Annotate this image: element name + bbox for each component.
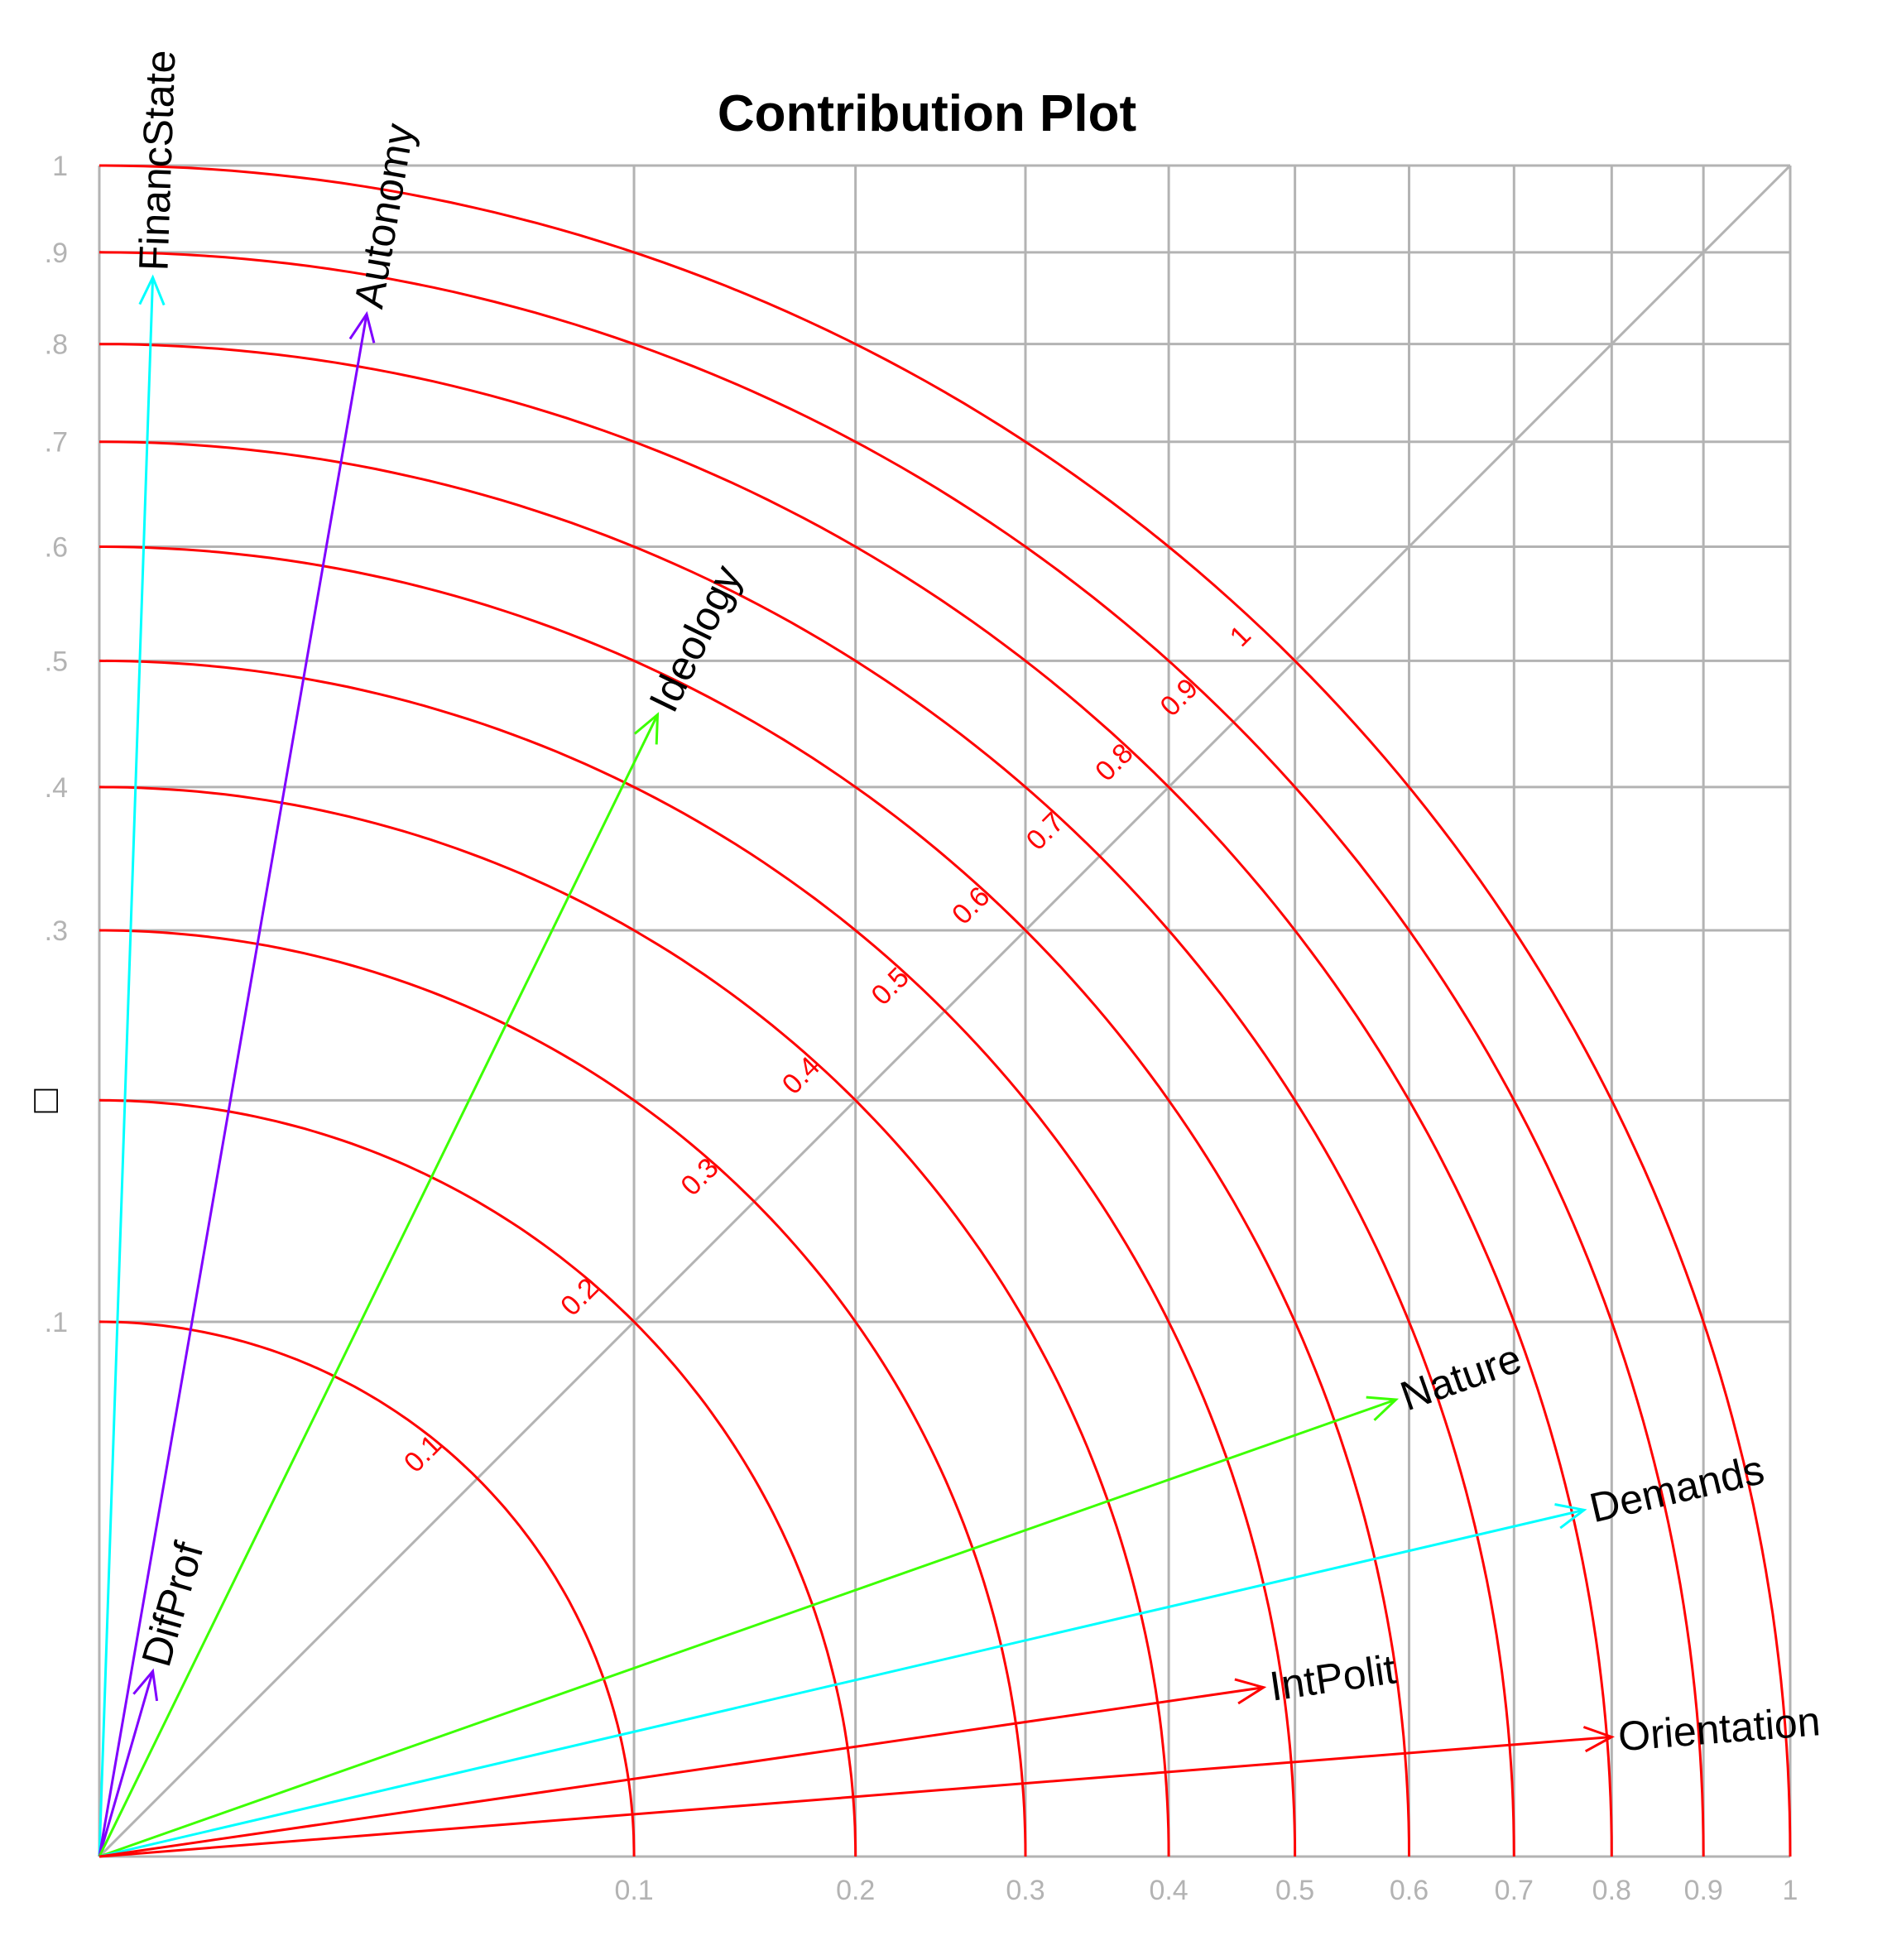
contribution-arcs — [98, 164, 1792, 1857]
y-tick-label: .6 — [45, 532, 68, 564]
y-tick-label: 1 — [52, 151, 68, 182]
arrow-head — [138, 274, 166, 306]
arc-label: 0.9 — [1155, 673, 1204, 723]
y-tick-label: .7 — [45, 427, 68, 459]
arc-label: 0.7 — [1020, 806, 1070, 856]
contribution-arc — [98, 1320, 636, 1857]
contribution-arc — [98, 251, 1705, 1857]
arrow-head — [1554, 1503, 1587, 1530]
arc-label: 0.6 — [946, 881, 996, 930]
arrow-shaft — [98, 1398, 1397, 1858]
y-tick-label: .8 — [45, 329, 68, 361]
x-tick-label: 1 — [1783, 1875, 1798, 1906]
grid-lines — [98, 164, 1792, 1858]
y-tick-label: .9 — [45, 238, 68, 269]
x-tick-label: 0.1 — [614, 1875, 653, 1906]
x-tick-label: 0.9 — [1684, 1875, 1723, 1906]
arc-label: 0.1 — [398, 1429, 448, 1478]
x-tick-label: 0.6 — [1390, 1875, 1429, 1906]
arrow-shaft — [98, 1670, 155, 1857]
y-tick-label: .3 — [45, 915, 68, 947]
x-tick-label: 0.2 — [836, 1875, 875, 1906]
arrow-demands: Demands — [98, 1446, 1769, 1858]
arc-label: 0.4 — [776, 1050, 826, 1100]
y-tick-labels: .1 .3 .4 .5 .6 .7 .8 .9 1 — [45, 151, 68, 1338]
y-tick-label: .5 — [45, 646, 68, 677]
arrow-label: IntPolit — [1267, 1645, 1399, 1709]
arrow-nature: Nature — [98, 1335, 1527, 1858]
arrow-head — [132, 1668, 159, 1702]
contribution-arc — [98, 440, 1515, 1857]
contribution-arc — [98, 343, 1613, 1857]
contribution-arc — [98, 659, 1297, 1857]
arrow-head — [1234, 1678, 1267, 1705]
arrow-orientation: Orientation — [98, 1698, 1822, 1858]
arc-label: 1 — [1224, 619, 1257, 652]
arrow-shaft — [98, 1686, 1264, 1858]
arc-label: 0.3 — [675, 1152, 724, 1202]
arrow-financstate: FinancState — [98, 50, 184, 1857]
arrow-head — [633, 712, 660, 745]
arc-label: 0.5 — [866, 962, 915, 1011]
contribution-arc — [98, 929, 1027, 1857]
arrow-head — [1366, 1396, 1400, 1421]
arrow-label: Ideology — [640, 558, 750, 718]
arrow-shaft — [98, 1736, 1612, 1858]
x-tick-label: 0.7 — [1495, 1875, 1534, 1906]
arrow-label: Nature — [1395, 1335, 1527, 1420]
x-tick-labels: 0.1 0.2 0.3 0.4 0.5 0.6 0.7 0.8 0.9 1 — [614, 1875, 1798, 1906]
y-tick-label: .1 — [45, 1307, 68, 1338]
y-tick-label: .4 — [45, 772, 68, 804]
arrow-shaft — [98, 314, 368, 1857]
contribution-arc — [98, 164, 1792, 1857]
arrow-autonomy: Autonomy — [98, 120, 423, 1857]
contribution-arc — [98, 545, 1410, 1857]
arc-label: 0.8 — [1089, 737, 1139, 787]
contribution-arc — [98, 1098, 857, 1857]
contribution-arc — [98, 785, 1170, 1857]
arrow-intpolit: IntPolit — [98, 1645, 1399, 1858]
arrow-difprof: DifProf — [98, 1537, 213, 1857]
y-axis-label: □ — [23, 1089, 67, 1113]
chart-title: Contribution Plot — [718, 85, 1136, 142]
x-tick-label: 0.3 — [1006, 1875, 1044, 1906]
arrow-head — [348, 310, 376, 343]
arrow-shaft — [98, 277, 155, 1857]
arrow-shaft — [98, 1508, 1585, 1858]
arrow-shaft — [98, 713, 659, 1857]
arc-label: 0.2 — [555, 1272, 604, 1322]
x-tick-label: 0.8 — [1592, 1875, 1631, 1906]
x-tick-label: 0.4 — [1149, 1875, 1188, 1906]
arrow-label: FinancState — [130, 50, 184, 272]
x-tick-label: 0.5 — [1275, 1875, 1314, 1906]
arrow-head — [1582, 1726, 1615, 1753]
